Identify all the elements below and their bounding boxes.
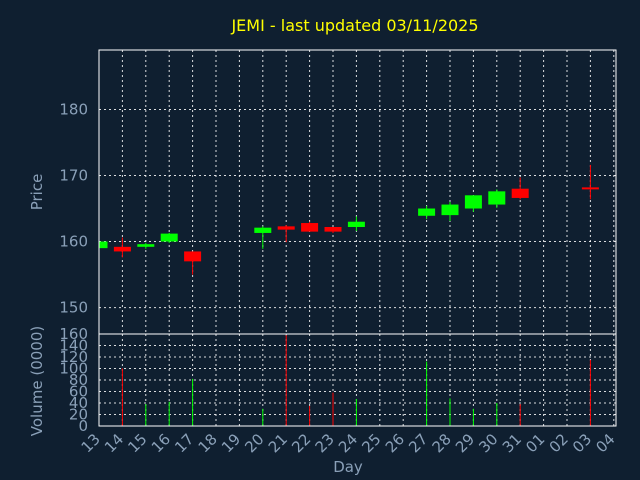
x-tick-label: 29 bbox=[452, 430, 478, 456]
volume-tick-label: 160 bbox=[59, 325, 88, 343]
candle bbox=[324, 227, 342, 233]
volume-tick-label: 60 bbox=[69, 383, 88, 401]
candle bbox=[301, 221, 319, 232]
price-axis-label: Price bbox=[28, 174, 46, 211]
candle bbox=[184, 251, 202, 275]
x-tick-label: 04 bbox=[592, 430, 618, 456]
candle bbox=[347, 216, 365, 231]
x-tick-label: 19 bbox=[218, 430, 244, 456]
x-tick-label: 26 bbox=[382, 430, 408, 456]
x-tick-label: 20 bbox=[241, 430, 267, 456]
volume-tick-label: 40 bbox=[69, 394, 88, 412]
candle-body bbox=[137, 244, 155, 247]
candle-body bbox=[99, 241, 108, 249]
x-tick-label: 30 bbox=[475, 430, 501, 456]
candle bbox=[254, 226, 272, 249]
volume-tick-label: 20 bbox=[69, 406, 88, 424]
x-tick-label: 02 bbox=[546, 430, 572, 456]
x-ticks: 1314151617181920212223242526272829303101… bbox=[78, 430, 619, 456]
candle-body bbox=[277, 226, 295, 230]
candle-body bbox=[301, 223, 319, 232]
x-tick-label: 21 bbox=[265, 430, 291, 456]
volume-bars bbox=[121, 335, 591, 426]
price-y-ticks: 150 160 170 180 bbox=[59, 100, 88, 316]
candle-body bbox=[464, 195, 482, 209]
candle bbox=[464, 195, 482, 212]
candle bbox=[441, 201, 459, 222]
price-tick-label: 160 bbox=[59, 233, 88, 251]
volume-tick-label: 140 bbox=[59, 337, 88, 355]
volume-tick-label: 100 bbox=[59, 360, 88, 378]
x-tick-label: 28 bbox=[429, 430, 455, 456]
chart-title: JEMI - last updated 03/11/2025 bbox=[230, 16, 478, 35]
x-tick-label: 17 bbox=[171, 430, 197, 456]
candle-body bbox=[184, 251, 202, 262]
candle-body bbox=[581, 187, 599, 190]
candle bbox=[277, 225, 295, 243]
x-tick-label: 27 bbox=[405, 430, 431, 456]
x-tick-label: 16 bbox=[148, 430, 174, 456]
x-tick-label: 14 bbox=[101, 430, 127, 456]
candle-body bbox=[347, 221, 365, 228]
candle bbox=[98, 241, 108, 250]
x-tick-label: 18 bbox=[195, 430, 221, 456]
price-tick-label: 150 bbox=[59, 299, 88, 317]
x-tick-label: 23 bbox=[312, 430, 338, 456]
candle bbox=[511, 177, 529, 200]
candle bbox=[418, 205, 436, 220]
candle-body bbox=[324, 227, 342, 232]
volume-tick-label: 120 bbox=[59, 348, 88, 366]
volume-tick-label: 0 bbox=[78, 417, 88, 435]
candle bbox=[160, 232, 178, 243]
candle-body bbox=[418, 208, 436, 216]
volume-grid bbox=[99, 334, 616, 426]
candle bbox=[488, 189, 506, 208]
x-tick-label: 01 bbox=[522, 430, 548, 456]
candle bbox=[113, 237, 131, 258]
price-tick-label: 180 bbox=[59, 100, 88, 118]
x-tick-label: 15 bbox=[124, 430, 150, 456]
volume-tick-label: 80 bbox=[69, 371, 88, 389]
x-tick-label: 22 bbox=[288, 430, 314, 456]
price-tick-label: 170 bbox=[59, 166, 88, 184]
volume-plot-frame bbox=[98, 333, 617, 427]
candle-body bbox=[113, 246, 131, 252]
candle-body bbox=[511, 188, 529, 198]
candle-body bbox=[441, 204, 459, 216]
x-tick-label: 24 bbox=[335, 430, 361, 456]
x-tick-label: 03 bbox=[569, 430, 595, 456]
candle-body bbox=[488, 191, 506, 205]
candles bbox=[98, 164, 599, 275]
x-tick-label: 31 bbox=[499, 430, 525, 456]
candle-body bbox=[254, 227, 272, 233]
x-tick-label: 25 bbox=[358, 430, 384, 456]
candle bbox=[137, 242, 155, 249]
candle bbox=[581, 164, 599, 200]
x-axis-label: Day bbox=[333, 458, 363, 476]
price-grid bbox=[99, 50, 616, 334]
price-plot-frame bbox=[98, 49, 617, 335]
candle-body bbox=[160, 233, 178, 242]
volume-axis-label: Volume (0000) bbox=[28, 326, 46, 436]
